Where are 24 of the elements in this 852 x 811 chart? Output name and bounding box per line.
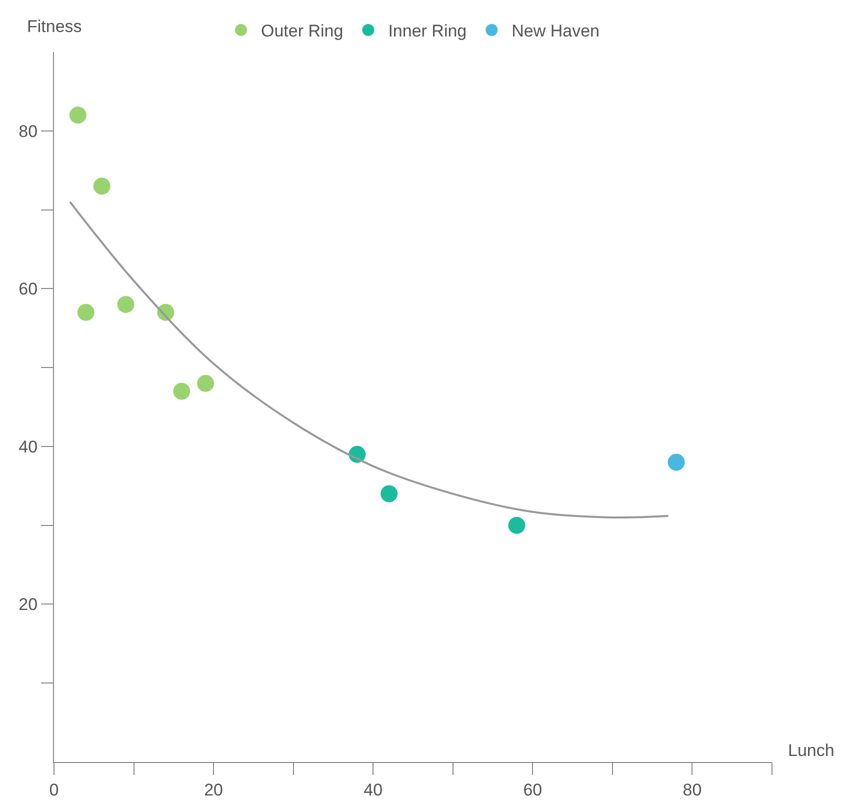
y-tick-label: 80 [18,122,38,141]
legend-label: New Haven [512,22,600,41]
x-tick-label: 0 [49,780,59,800]
point [380,485,398,502]
x-tick-label: 80 [682,780,702,800]
legend-label: Inner Ring [388,22,467,41]
x-axis-title: Lunch [788,741,834,760]
y-axis-title: Fitness [27,17,82,36]
line-series [68,200,670,518]
y-tick-label: 20 [18,595,38,614]
point [173,382,190,400]
point [117,296,134,313]
point [93,178,110,195]
legend-label: Outer Ring [261,22,344,41]
x-tick-label: 20 [204,780,224,800]
point [668,454,685,471]
y-tick-label: 60 [18,280,38,299]
point [69,106,86,124]
x-tick-label: 60 [523,780,542,800]
point [77,304,94,321]
x-tick-label: 40 [364,780,383,800]
point [197,374,214,392]
point [508,516,526,534]
y-tick-label: 40 [18,437,38,456]
